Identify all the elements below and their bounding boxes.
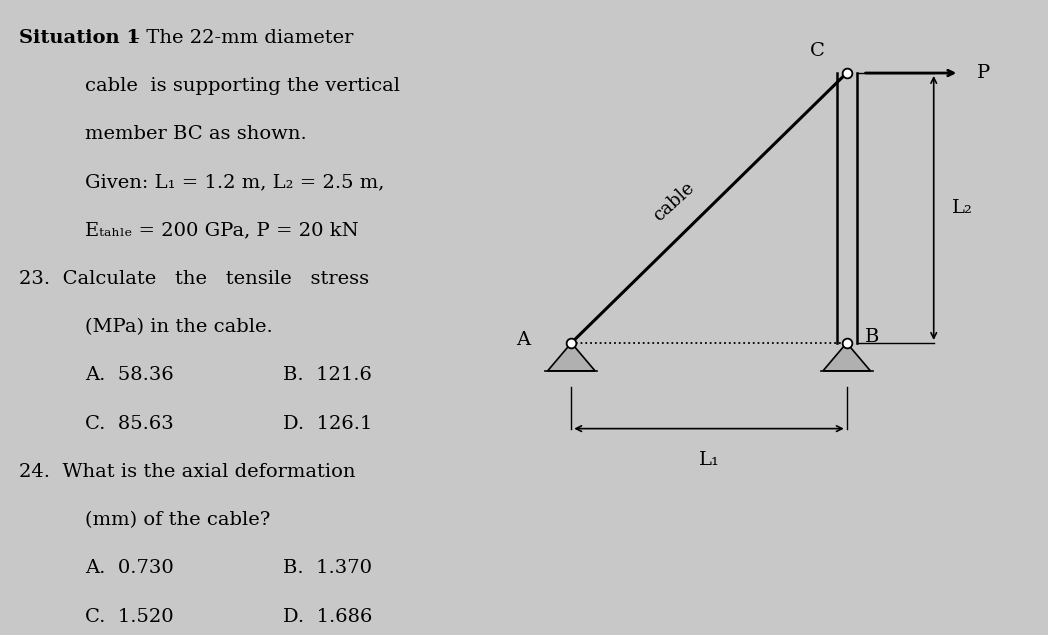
Text: B.  1.370: B. 1.370 <box>283 559 372 577</box>
Text: B: B <box>865 328 879 345</box>
Text: member BC as shown.: member BC as shown. <box>85 125 307 143</box>
Text: L₂: L₂ <box>952 199 973 217</box>
Text: A.  0.730: A. 0.730 <box>85 559 174 577</box>
Text: Situation 1: Situation 1 <box>20 29 140 46</box>
Text: (mm) of the cable?: (mm) of the cable? <box>85 511 270 529</box>
Text: cable  is supporting the vertical: cable is supporting the vertical <box>85 77 400 95</box>
Polygon shape <box>548 343 595 371</box>
Text: Eₜₐₕₗₑ = 200 GPa, P = 20 kN: Eₜₐₕₗₑ = 200 GPa, P = 20 kN <box>85 222 358 239</box>
Text: 23.  Calculate   the   tensile   stress: 23. Calculate the tensile stress <box>20 270 370 288</box>
Text: P: P <box>977 64 990 82</box>
Text: Given: L₁ = 1.2 m, L₂ = 2.5 m,: Given: L₁ = 1.2 m, L₂ = 2.5 m, <box>85 173 385 191</box>
Text: L₁: L₁ <box>699 451 719 469</box>
Text: (MPa) in the cable.: (MPa) in the cable. <box>85 318 274 336</box>
Text: A.  58.36: A. 58.36 <box>85 366 174 384</box>
Text: C.  1.520: C. 1.520 <box>85 608 174 625</box>
Text: D.  126.1: D. 126.1 <box>283 415 372 432</box>
Text: C.  85.63: C. 85.63 <box>85 415 174 432</box>
Polygon shape <box>823 343 870 371</box>
Text: A: A <box>516 331 530 349</box>
Text: D.  1.686: D. 1.686 <box>283 608 372 625</box>
Text: B.  121.6: B. 121.6 <box>283 366 372 384</box>
Text: 24.  What is the axial deformation: 24. What is the axial deformation <box>20 463 356 481</box>
Text: – The 22-mm diameter: – The 22-mm diameter <box>125 29 353 46</box>
Text: cable: cable <box>650 178 698 225</box>
Text: C: C <box>810 43 825 60</box>
